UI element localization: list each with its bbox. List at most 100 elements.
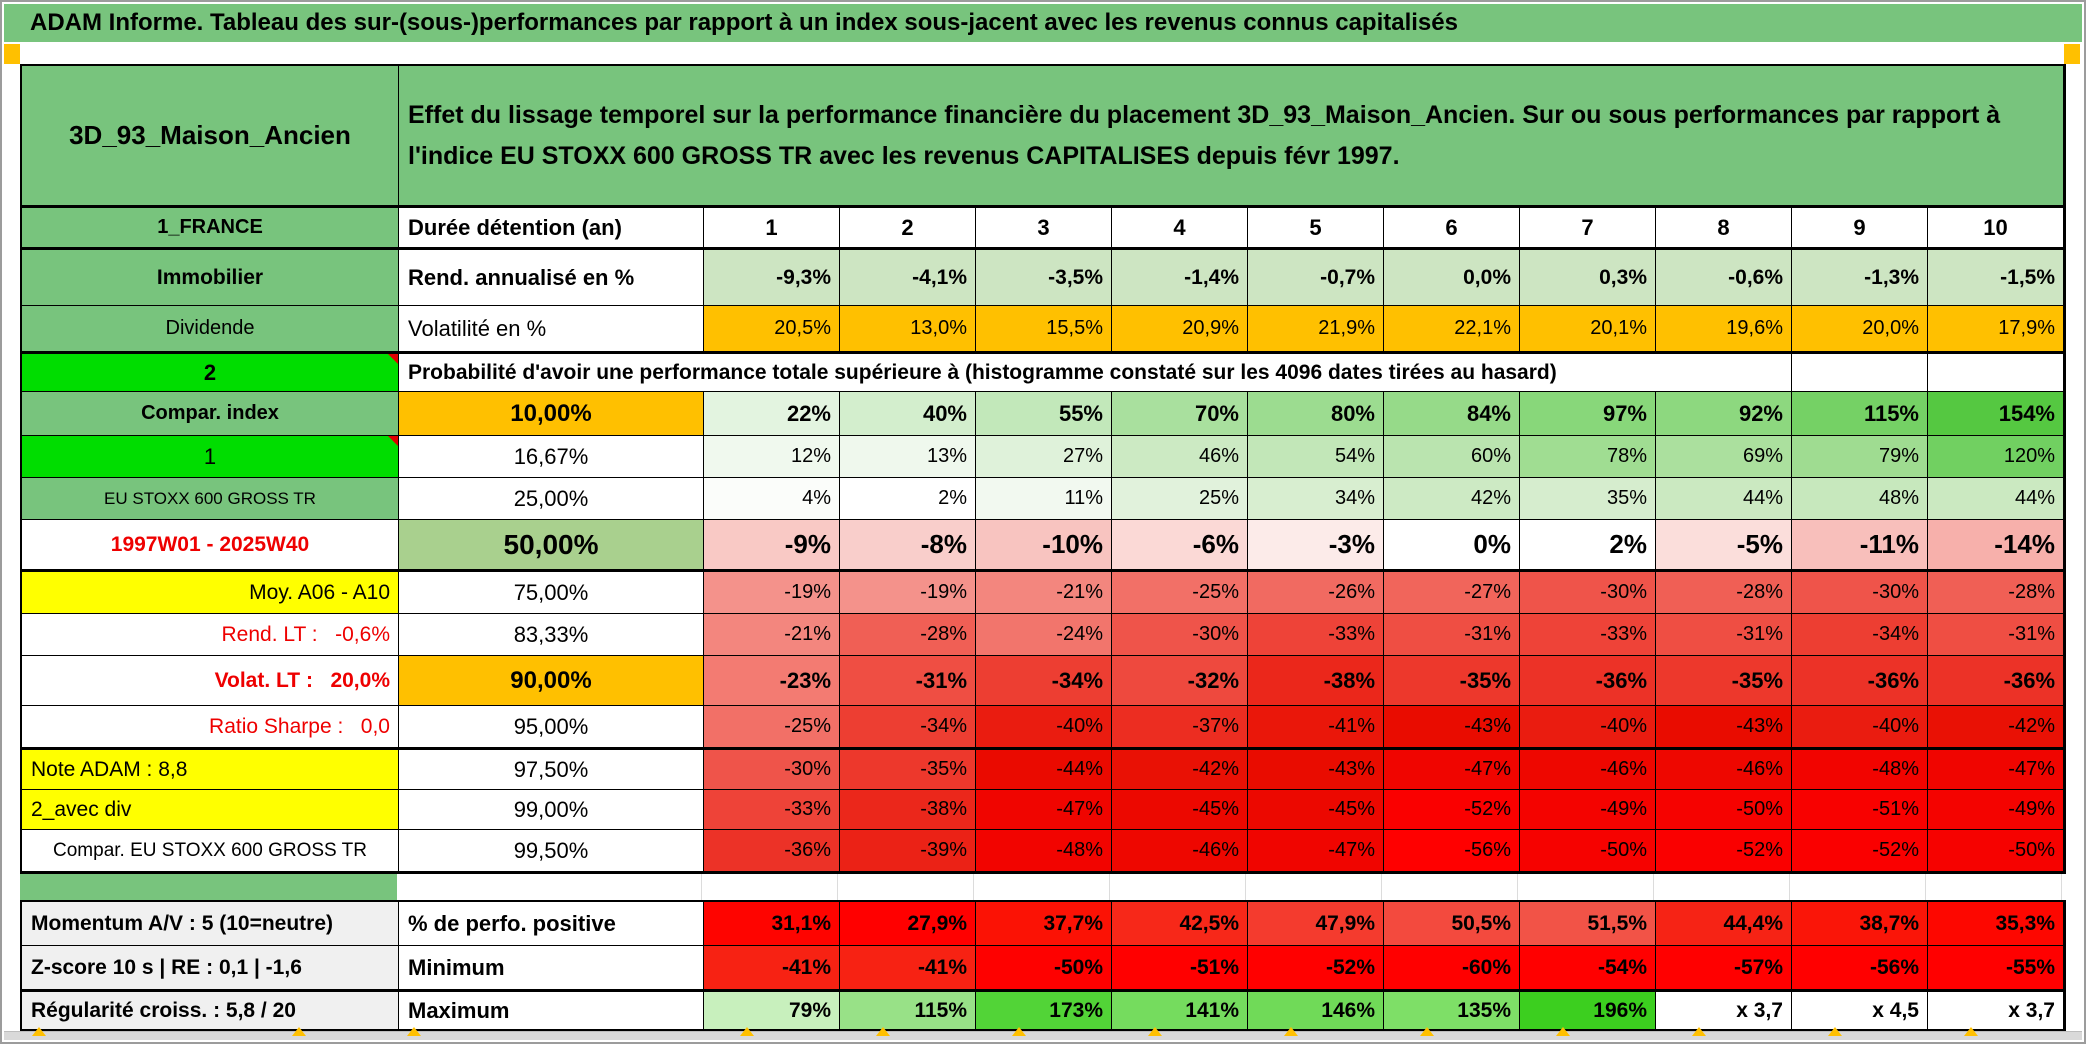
- spacer-cell[interactable]: [1110, 874, 1246, 900]
- sub-label-cell[interactable]: Durée détention (an): [399, 206, 704, 248]
- value-cell[interactable]: -42%: [1112, 748, 1248, 790]
- value-cell[interactable]: 97%: [1520, 392, 1656, 436]
- value-cell[interactable]: -35%: [840, 748, 976, 790]
- value-cell[interactable]: 20,1%: [1520, 306, 1656, 352]
- value-cell[interactable]: -21%: [704, 614, 840, 656]
- value-cell[interactable]: 42%: [1384, 478, 1520, 520]
- value-cell[interactable]: -43%: [1248, 748, 1384, 790]
- value-cell[interactable]: -50%: [1520, 830, 1656, 872]
- value-cell[interactable]: 25%: [1112, 478, 1248, 520]
- value-cell[interactable]: 196%: [1520, 990, 1656, 1030]
- value-cell[interactable]: -36%: [1520, 656, 1656, 706]
- value-cell[interactable]: -31%: [1656, 614, 1792, 656]
- value-cell[interactable]: [1792, 352, 1928, 392]
- value-cell[interactable]: -27%: [1384, 570, 1520, 614]
- value-cell[interactable]: -48%: [1792, 748, 1928, 790]
- value-cell[interactable]: -25%: [1112, 570, 1248, 614]
- value-cell[interactable]: 55%: [976, 392, 1112, 436]
- value-cell[interactable]: -35%: [1656, 656, 1792, 706]
- spacer-cell[interactable]: [702, 874, 838, 900]
- value-cell[interactable]: -49%: [1520, 790, 1656, 830]
- value-cell[interactable]: 11%: [976, 478, 1112, 520]
- value-cell[interactable]: -4,1%: [840, 248, 976, 306]
- value-cell[interactable]: 42,5%: [1112, 902, 1248, 946]
- row-label-cell[interactable]: Immobilier: [22, 248, 399, 306]
- value-cell[interactable]: -10%: [976, 520, 1112, 570]
- value-cell[interactable]: 70%: [1112, 392, 1248, 436]
- value-cell[interactable]: -31%: [1928, 614, 2064, 656]
- sub-label-cell[interactable]: 50,00%: [399, 520, 704, 570]
- spacer-cell[interactable]: [1654, 874, 1790, 900]
- row-label-cell[interactable]: EU STOXX 600 GROSS TR: [22, 478, 399, 520]
- value-cell[interactable]: 4%: [704, 478, 840, 520]
- value-cell[interactable]: 0,0%: [1384, 248, 1520, 306]
- value-cell[interactable]: -52%: [1248, 946, 1384, 990]
- value-cell[interactable]: -46%: [1520, 748, 1656, 790]
- sub-label-cell[interactable]: Rend. annualisé en %: [399, 248, 704, 306]
- row-label-cell[interactable]: Dividende: [22, 306, 399, 352]
- value-cell[interactable]: -33%: [1248, 614, 1384, 656]
- value-cell[interactable]: -56%: [1792, 946, 1928, 990]
- row-label-cell[interactable]: Moy. A06 - A10: [22, 570, 399, 614]
- value-cell[interactable]: -50%: [1656, 790, 1792, 830]
- value-cell[interactable]: -3%: [1248, 520, 1384, 570]
- value-cell[interactable]: -48%: [976, 830, 1112, 872]
- value-cell[interactable]: 22,1%: [1384, 306, 1520, 352]
- value-cell[interactable]: -56%: [1384, 830, 1520, 872]
- row-label-cell[interactable]: Ratio Sharpe : 0,0: [22, 706, 399, 748]
- value-cell[interactable]: -5%: [1656, 520, 1792, 570]
- value-cell[interactable]: 48%: [1792, 478, 1928, 520]
- value-cell[interactable]: -41%: [840, 946, 976, 990]
- spacer-cell[interactable]: [838, 874, 974, 900]
- row-label-cell[interactable]: 1_FRANCE: [22, 206, 399, 248]
- value-cell[interactable]: 10: [1928, 206, 2064, 248]
- value-cell[interactable]: 115%: [840, 990, 976, 1030]
- value-cell[interactable]: -1,5%: [1928, 248, 2064, 306]
- value-cell[interactable]: 35%: [1520, 478, 1656, 520]
- row-label-cell[interactable]: Momentum A/V : 5 (10=neutre): [22, 902, 399, 946]
- value-cell[interactable]: -40%: [1520, 706, 1656, 748]
- row-label-cell[interactable]: 1: [22, 436, 399, 478]
- value-cell[interactable]: 44%: [1928, 478, 2064, 520]
- value-cell[interactable]: 22%: [704, 392, 840, 436]
- value-cell[interactable]: -40%: [1792, 706, 1928, 748]
- value-cell[interactable]: -38%: [1248, 656, 1384, 706]
- value-cell[interactable]: 8: [1656, 206, 1792, 248]
- value-cell[interactable]: -3,5%: [976, 248, 1112, 306]
- sub-label-cell[interactable]: 16,67%: [399, 436, 704, 478]
- value-cell[interactable]: -25%: [704, 706, 840, 748]
- value-cell[interactable]: -40%: [976, 706, 1112, 748]
- value-cell[interactable]: -50%: [976, 946, 1112, 990]
- value-cell[interactable]: -28%: [1656, 570, 1792, 614]
- value-cell[interactable]: -45%: [1112, 790, 1248, 830]
- value-cell[interactable]: -14%: [1928, 520, 2064, 570]
- spacer-cell[interactable]: [1246, 874, 1382, 900]
- value-cell[interactable]: 4: [1112, 206, 1248, 248]
- spacer-cell[interactable]: [1382, 874, 1518, 900]
- value-cell[interactable]: 154%: [1928, 392, 2064, 436]
- value-cell[interactable]: -6%: [1112, 520, 1248, 570]
- value-cell[interactable]: -36%: [1792, 656, 1928, 706]
- value-cell[interactable]: -43%: [1384, 706, 1520, 748]
- value-cell[interactable]: 78%: [1520, 436, 1656, 478]
- sub-label-cell[interactable]: 99,50%: [399, 830, 704, 872]
- value-cell[interactable]: -0,6%: [1656, 248, 1792, 306]
- value-cell[interactable]: x 3,7: [1656, 990, 1792, 1030]
- value-cell[interactable]: 146%: [1248, 990, 1384, 1030]
- value-cell[interactable]: -9,3%: [704, 248, 840, 306]
- value-cell[interactable]: -47%: [1928, 748, 2064, 790]
- value-cell[interactable]: -9%: [704, 520, 840, 570]
- value-cell[interactable]: 40%: [840, 392, 976, 436]
- value-cell[interactable]: -11%: [1792, 520, 1928, 570]
- value-cell[interactable]: 38,7%: [1792, 902, 1928, 946]
- sub-label-cell[interactable]: 99,00%: [399, 790, 704, 830]
- spacer-green-cell[interactable]: [20, 874, 397, 900]
- value-cell[interactable]: -39%: [840, 830, 976, 872]
- sub-label-cell[interactable]: 83,33%: [399, 614, 704, 656]
- value-cell[interactable]: 135%: [1384, 990, 1520, 1030]
- row-label-cell[interactable]: Note ADAM : 8,8: [22, 748, 399, 790]
- value-cell[interactable]: -47%: [1384, 748, 1520, 790]
- row-label-cell[interactable]: Rend. LT : -0,6%: [22, 614, 399, 656]
- value-cell[interactable]: 37,7%: [976, 902, 1112, 946]
- value-cell[interactable]: -30%: [704, 748, 840, 790]
